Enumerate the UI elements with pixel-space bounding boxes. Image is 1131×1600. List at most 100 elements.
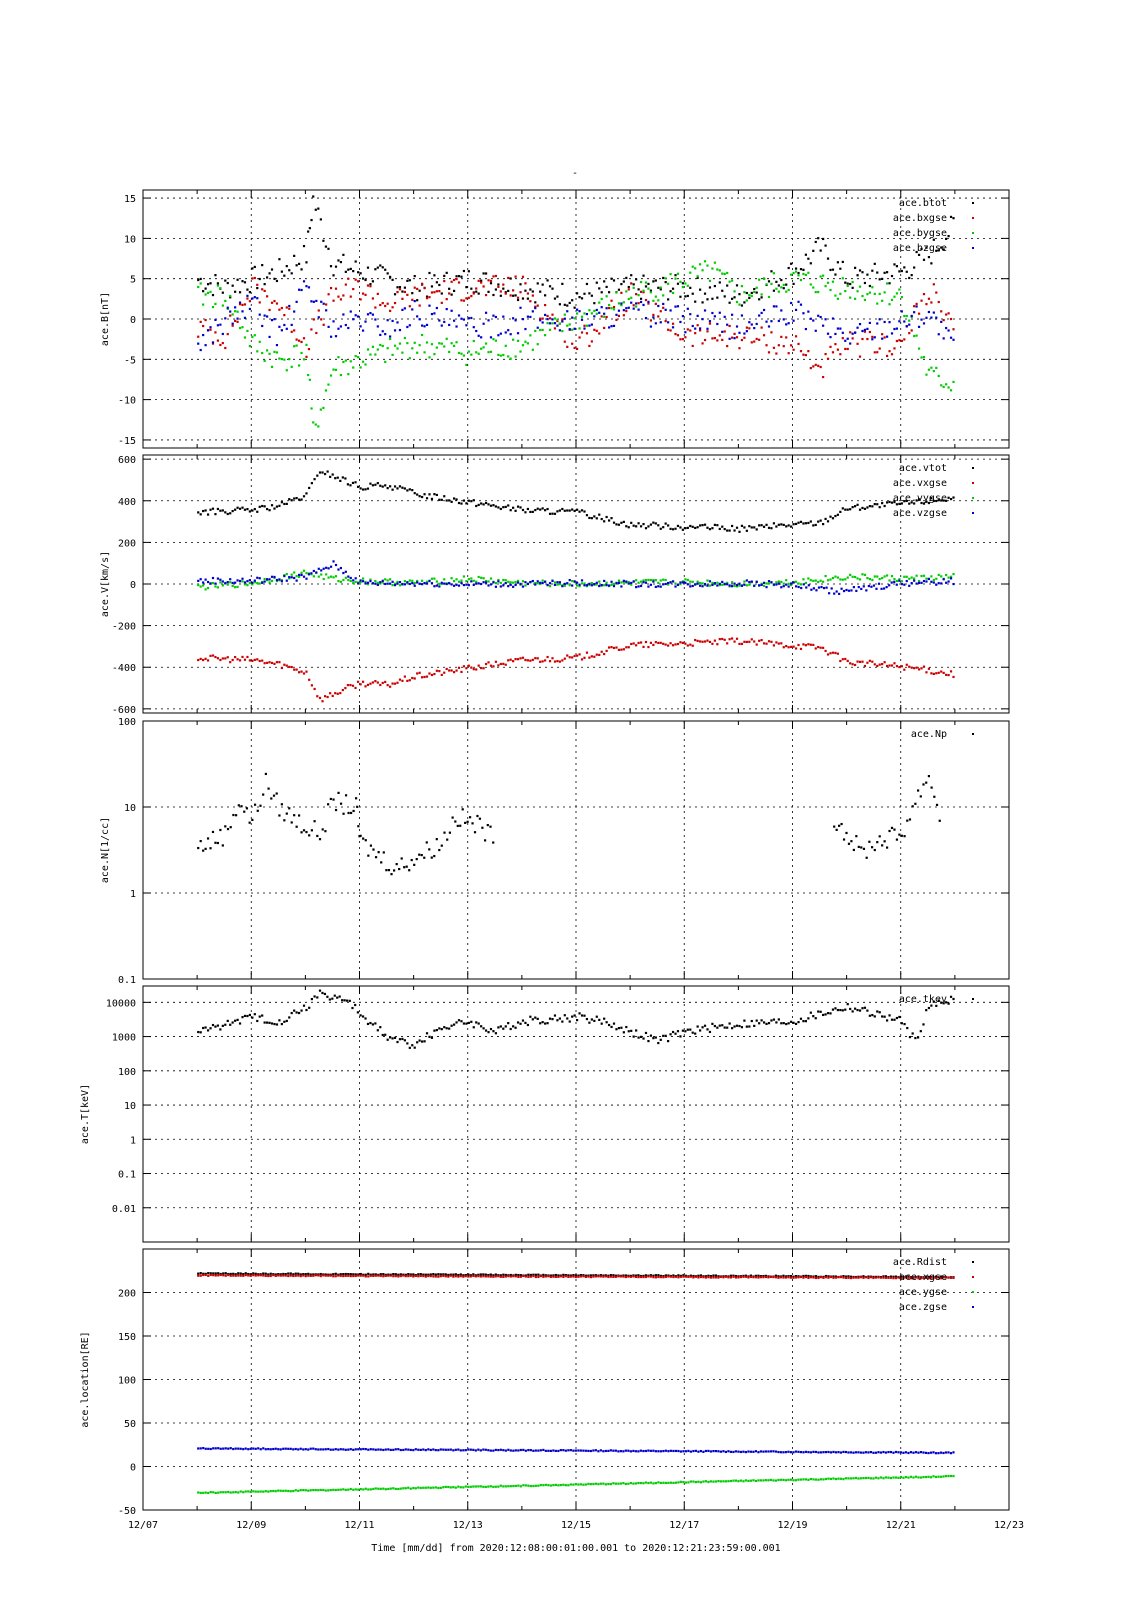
data-point [662,302,665,306]
data-point [455,325,458,328]
data-point [667,1450,670,1453]
data-point [674,277,677,280]
data-point [502,579,505,582]
data-point [927,1006,931,1010]
data-point [856,503,859,506]
data-point [890,1018,894,1021]
data-point [935,499,938,503]
data-point [588,292,591,295]
data-point [224,1447,227,1450]
data-point [799,647,803,651]
data-point [367,1272,370,1275]
data-point [445,667,448,671]
data-point [445,307,448,311]
data-point [430,577,434,580]
data-point [413,286,416,289]
data-point [699,1450,702,1453]
data-point [917,498,921,501]
data-point [384,268,387,271]
data-point [267,1447,270,1451]
data-point [922,1475,925,1479]
data-point [647,300,650,303]
data-point [691,265,694,268]
data-point [482,667,485,670]
data-point [204,1491,207,1494]
data-point [884,1276,888,1279]
data-point [797,274,800,277]
data-point [224,582,227,585]
data-point [477,1022,480,1025]
data-point [841,658,844,661]
data-point [809,283,812,286]
data-point [894,1275,898,1278]
data-point [221,509,224,512]
data-point [547,1484,550,1487]
data-point [389,337,392,341]
data-point [872,1276,875,1280]
data-point [381,266,384,269]
data-point [379,333,382,337]
data-point [861,1007,864,1010]
data-point [834,332,837,336]
data-point [699,1274,702,1277]
data-point [780,586,783,589]
data-point [549,1484,552,1487]
y-tick-label: 50 [124,1419,136,1430]
data-point [952,573,955,576]
data-point [676,272,680,275]
data-point [775,581,778,584]
data-point [878,1011,881,1014]
data-point [266,507,269,511]
data-point [516,298,520,302]
data-point [544,334,547,337]
data-point [696,639,699,643]
data-point [881,577,884,580]
data-point [290,365,293,368]
data-point [522,1274,525,1278]
data-point [814,1275,818,1278]
data-point [711,1022,714,1025]
data-point [371,345,375,348]
data-point [219,1447,222,1450]
data-point [521,344,525,347]
data-point [824,1451,828,1454]
data-point [582,1275,585,1278]
data-point [462,1274,465,1277]
data-point [248,821,251,824]
y-axis-label: ace.N[1/cc] [100,817,111,883]
data-point [354,1274,357,1278]
data-point [576,1019,579,1022]
data-point [949,575,953,578]
data-point [211,293,215,297]
data-point [391,580,394,583]
data-point [307,373,310,377]
data-point [880,587,883,590]
data-point [295,575,298,578]
data-point [214,841,217,844]
data-point [536,580,539,583]
data-point [393,584,397,587]
data-point [924,1475,928,1479]
data-point [434,1449,437,1452]
data-point [589,1274,592,1277]
data-point [516,579,520,582]
data-point [881,299,884,302]
data-point [858,508,862,511]
data-point [399,1448,402,1452]
data-point [439,1448,442,1451]
data-point [343,999,346,1002]
data-point [539,582,542,586]
data-point [850,589,853,592]
data-point [884,1451,888,1454]
legend-marker [972,1261,974,1263]
data-point [797,1276,800,1279]
data-point [829,652,832,655]
data-point [537,1273,540,1276]
data-point [253,803,257,806]
data-point [392,1273,395,1276]
data-point [871,335,874,338]
data-point [721,583,724,586]
data-point [376,325,379,328]
data-point [635,579,638,582]
data-point [782,345,785,348]
